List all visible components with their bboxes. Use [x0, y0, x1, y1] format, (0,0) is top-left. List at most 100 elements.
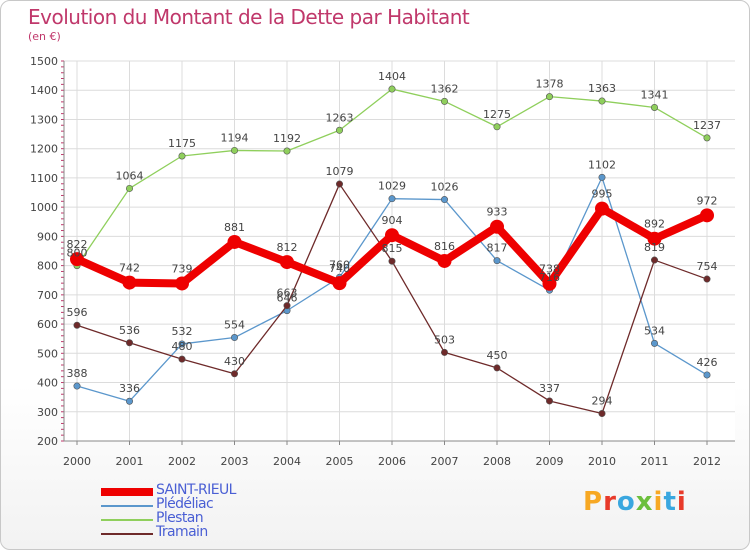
- data-label: 739: [172, 262, 193, 275]
- data-labels: 800 1064 1175 1194 1192 1263 1404 1362 1275 1378 1…: [67, 70, 722, 407]
- data-point: [126, 339, 134, 347]
- data-point: [545, 397, 553, 405]
- data-label: 812: [277, 241, 298, 254]
- data-point: [490, 219, 504, 234]
- x-tick-label: 2007: [431, 455, 459, 468]
- y-tick-label: 400: [37, 377, 58, 390]
- data-label: 1192: [273, 132, 301, 145]
- data-point: [335, 180, 343, 188]
- data-point: [178, 340, 186, 348]
- y-tick-label: 1500: [30, 55, 58, 68]
- x-tick-label: 2006: [378, 455, 406, 468]
- data-label: 1275: [483, 108, 511, 121]
- data-point: [493, 257, 501, 265]
- data-point: [703, 371, 711, 379]
- data-label: 1102: [588, 158, 616, 171]
- data-label: 554: [224, 319, 245, 332]
- y-tick-label: 300: [37, 406, 58, 419]
- data-point: [385, 228, 399, 243]
- data-label: 816: [434, 240, 455, 253]
- legend-swatch: [101, 519, 153, 521]
- data-label: 738: [539, 263, 560, 276]
- y-tick-label: 1000: [30, 201, 58, 214]
- legend-item: Plédéliac: [101, 496, 301, 513]
- data-point: [440, 196, 448, 204]
- data-point: [545, 93, 553, 101]
- line-chart: 200 300 400 500 600 700 800 900 1000 1100 1200 1300…: [30, 55, 735, 468]
- x-tick-label: 2002: [168, 455, 196, 468]
- data-point: [650, 339, 658, 347]
- x-tick-label: 2001: [116, 455, 144, 468]
- legend-item: SAINT-RIEUL: [101, 482, 301, 499]
- data-label: 294: [592, 395, 613, 408]
- data-label: 1079: [326, 165, 354, 178]
- data-point: [73, 321, 81, 329]
- data-label: 1026: [431, 181, 459, 194]
- data-point: [178, 355, 186, 363]
- plot-area: [64, 61, 735, 441]
- legend-item: Plestan: [101, 510, 301, 527]
- legend-swatch: [101, 505, 153, 507]
- data-label: 1064: [116, 169, 144, 182]
- y-tick-label: 200: [37, 435, 58, 448]
- data-label: 972: [697, 194, 718, 207]
- data-point: [335, 126, 343, 134]
- data-label: 536: [119, 324, 140, 337]
- data-point: [598, 410, 606, 418]
- data-point: [650, 103, 658, 111]
- data-point: [598, 173, 606, 181]
- axes: 200 300 400 500 600 700 800 900 1000 1100 1200 1300…: [30, 55, 735, 468]
- y-tick-label: 1400: [30, 84, 58, 97]
- x-tick-label: 2011: [641, 455, 669, 468]
- grid: [64, 60, 735, 442]
- data-label: 337: [539, 382, 560, 395]
- data-point: [73, 382, 81, 390]
- y-tick-label: 1100: [30, 172, 58, 185]
- data-point: [122, 275, 137, 290]
- data-label: 1378: [536, 78, 564, 91]
- data-point: [703, 134, 711, 142]
- data-label: 740: [329, 262, 350, 275]
- data-label: 532: [172, 325, 193, 338]
- data-point: [598, 97, 606, 105]
- x-tick-label: 2009: [536, 455, 564, 468]
- data-label: 430: [224, 355, 245, 368]
- data-label: 388: [67, 367, 88, 380]
- data-label: 1237: [693, 119, 721, 132]
- series-group: [70, 85, 714, 418]
- data-label: 1404: [378, 70, 406, 83]
- data-point: [231, 370, 239, 378]
- x-tick-label: 2012: [693, 455, 721, 468]
- data-label: 754: [697, 260, 718, 273]
- data-point: [231, 334, 239, 342]
- data-label: 1363: [588, 82, 616, 95]
- chart-title: Evolution du Montant de la Dette par Hab…: [28, 5, 470, 29]
- data-point: [70, 252, 84, 267]
- data-label: 819: [644, 241, 665, 254]
- data-label: 742: [119, 262, 140, 275]
- data-point: [388, 85, 396, 93]
- data-label: 995: [592, 188, 613, 201]
- data-label: 822: [67, 238, 88, 251]
- data-label: 1362: [431, 82, 459, 95]
- data-label: 716: [539, 271, 560, 284]
- data-point: [178, 152, 186, 160]
- data-label: 1029: [378, 180, 406, 193]
- data-label: 480: [172, 340, 193, 353]
- y-tick-label: 600: [37, 318, 58, 331]
- x-tick-label: 2010: [588, 455, 616, 468]
- data-point: [388, 195, 396, 203]
- data-point: [126, 397, 134, 405]
- data-label: 1194: [221, 131, 249, 144]
- data-point: [388, 257, 396, 265]
- data-point: [437, 253, 452, 268]
- x-tick-label: 2003: [221, 455, 249, 468]
- data-label: 881: [224, 221, 245, 234]
- legend-label: Tramain: [156, 524, 208, 540]
- data-point: [595, 201, 609, 216]
- data-label: 815: [382, 242, 403, 255]
- data-label: 663: [277, 287, 298, 300]
- data-label: 892: [644, 218, 665, 231]
- data-point: [283, 302, 291, 310]
